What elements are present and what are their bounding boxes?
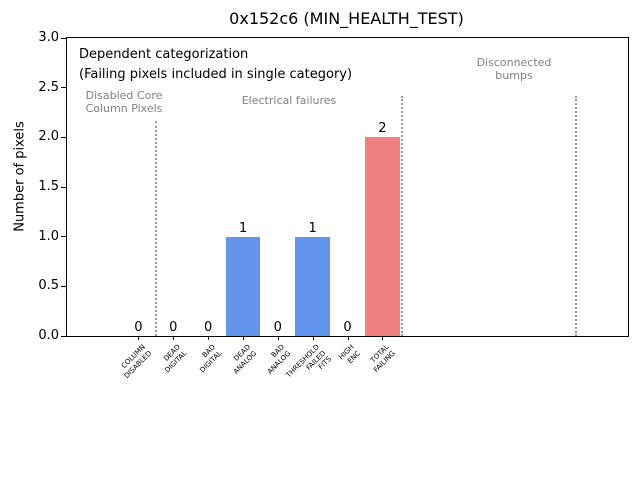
y-tick-label: 2.5 <box>38 79 59 95</box>
y-tick-label: 1.5 <box>38 179 59 194</box>
chart-title: 0x152c6 (MIN_HEALTH_TEST) <box>229 9 464 28</box>
x-tick-label: THRESHOLD FAILED FITS <box>285 343 334 380</box>
x-tick-mark <box>138 336 140 340</box>
region-label-disconnected-bumps: Disconnected bumps <box>476 56 552 82</box>
y-tick-label: 1.0 <box>38 228 59 244</box>
y-tick-mark <box>61 236 66 238</box>
region-label-electrical-failures: Electrical failures <box>241 94 337 107</box>
x-tick-mark <box>382 336 384 340</box>
x-tick-label: BAD DIGITAL <box>197 343 223 375</box>
section-separator-line <box>574 95 577 336</box>
y-tick-mark <box>61 136 66 138</box>
x-tick-mark <box>277 336 279 340</box>
annotation-note-line1: Dependent categorization <box>79 47 249 62</box>
x-tick-mark <box>347 336 349 340</box>
x-tick-label: COLUMN DISABLED <box>119 343 154 380</box>
bar-value-label: 1 <box>308 220 317 236</box>
y-tick-mark <box>61 186 66 188</box>
bar-value-label: 0 <box>169 320 178 335</box>
x-tick-label: DEAD ANALOG <box>231 343 258 376</box>
region-label-disabled-core-column-pixels: Disabled Core Column Pixels <box>85 89 163 115</box>
y-tick-mark <box>61 37 66 39</box>
x-tick-mark <box>312 336 314 340</box>
y-tick-label: 0.5 <box>38 278 59 294</box>
y-tick-label: 2.0 <box>38 129 59 145</box>
section-separator-line <box>154 121 157 336</box>
x-tick-label: TOTAL FAILING <box>369 343 398 374</box>
bar-value-label: 0 <box>273 320 282 335</box>
x-tick-mark <box>173 336 175 340</box>
x-tick-mark <box>242 336 244 340</box>
section-separator-line <box>400 95 403 336</box>
bar <box>295 236 331 336</box>
y-tick-mark <box>61 285 66 287</box>
y-tick-label: 3.0 <box>38 30 59 45</box>
y-tick-mark <box>61 335 66 337</box>
plot-area: Dependent categorization (Failing pixels… <box>38 30 629 380</box>
x-tick-label: DEAD DIGITAL <box>162 343 188 375</box>
bar-value-label: 1 <box>238 220 248 236</box>
x-tick-label: HIGH ENC <box>337 343 363 365</box>
bar-value-label: 0 <box>343 320 352 335</box>
x-tick-mark <box>208 336 210 340</box>
y-tick-mark <box>61 87 66 89</box>
y-tick-label: 0.0 <box>38 328 59 343</box>
bar <box>364 137 400 336</box>
bar-value-label: 2 <box>378 121 387 137</box>
bar <box>225 236 261 336</box>
bar-value-label: 0 <box>134 320 143 335</box>
annotation-note-line2: (Failing pixels included in single categ… <box>79 67 353 82</box>
bar-value-label: 0 <box>203 320 213 335</box>
